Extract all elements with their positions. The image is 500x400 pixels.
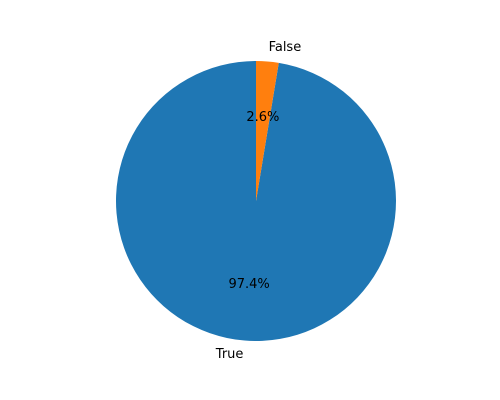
category-label-true: True — [215, 347, 244, 362]
category-label-false: False — [269, 40, 302, 55]
pie-slice-true — [116, 61, 396, 341]
pct-label-false: 2.6% — [246, 110, 279, 125]
pct-label-true: 97.4% — [228, 277, 269, 292]
